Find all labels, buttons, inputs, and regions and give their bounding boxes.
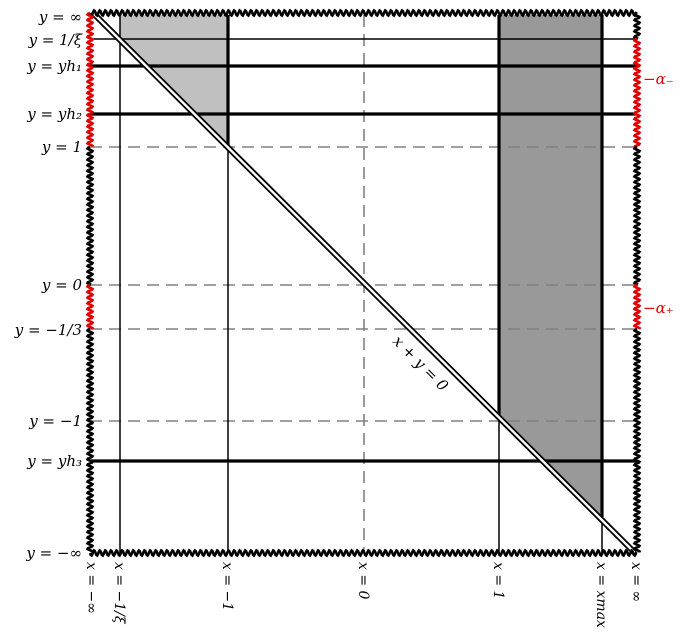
label-x-xmax: x = xmax bbox=[593, 562, 609, 628]
label-x-1: x = 1 bbox=[490, 562, 506, 599]
label-alpha-plus: −α₊ bbox=[643, 299, 674, 317]
boundary-right-black-top bbox=[632, 11, 642, 40]
label-y-yh2: y = yh₂ bbox=[26, 105, 82, 123]
label-y-0: y = 0 bbox=[41, 276, 83, 294]
label-x-inf: x = ∞ bbox=[628, 562, 644, 602]
label-y-1: y = 1 bbox=[41, 138, 82, 156]
boundary-top bbox=[88, 8, 638, 18]
label-alpha-minus: −α₋ bbox=[643, 70, 674, 88]
boundary-left-red-lower bbox=[85, 283, 95, 330]
label-y-minus-inf: y = −∞ bbox=[25, 544, 82, 562]
boundary-right-black-lower bbox=[632, 327, 642, 553]
boundary-right-red-lower bbox=[632, 283, 642, 330]
boundary-right-red-upper bbox=[632, 37, 642, 148]
label-x-minus-1: x = −1 bbox=[219, 562, 235, 611]
label-x-0: x = 0 bbox=[355, 562, 371, 600]
diagonal-x-plus-y-zero bbox=[90, 10, 638, 556]
label-y-minus-1: y = −1 bbox=[28, 412, 82, 430]
label-y-yh1: y = yh₁ bbox=[26, 57, 82, 75]
boundary-right-black-upper bbox=[632, 145, 642, 286]
dark-shaded-region bbox=[499, 15, 602, 518]
boundary-left-black-lower bbox=[85, 327, 95, 553]
label-y-one-over-xi: y = 1/ξ bbox=[28, 31, 83, 49]
boundary-bottom bbox=[88, 548, 638, 558]
label-y-inf: y = ∞ bbox=[38, 8, 82, 26]
label-x-minus-one-over-xi: x = −1/ξ bbox=[111, 562, 127, 625]
label-y-yh3: y = yh₃ bbox=[26, 452, 82, 470]
boundary-left-red-upper bbox=[85, 11, 95, 148]
boundary-left-black-upper bbox=[85, 145, 95, 286]
label-y-minus-third: y = −1/3 bbox=[14, 321, 82, 339]
label-x-minus-inf: x = −∞ bbox=[83, 562, 99, 614]
